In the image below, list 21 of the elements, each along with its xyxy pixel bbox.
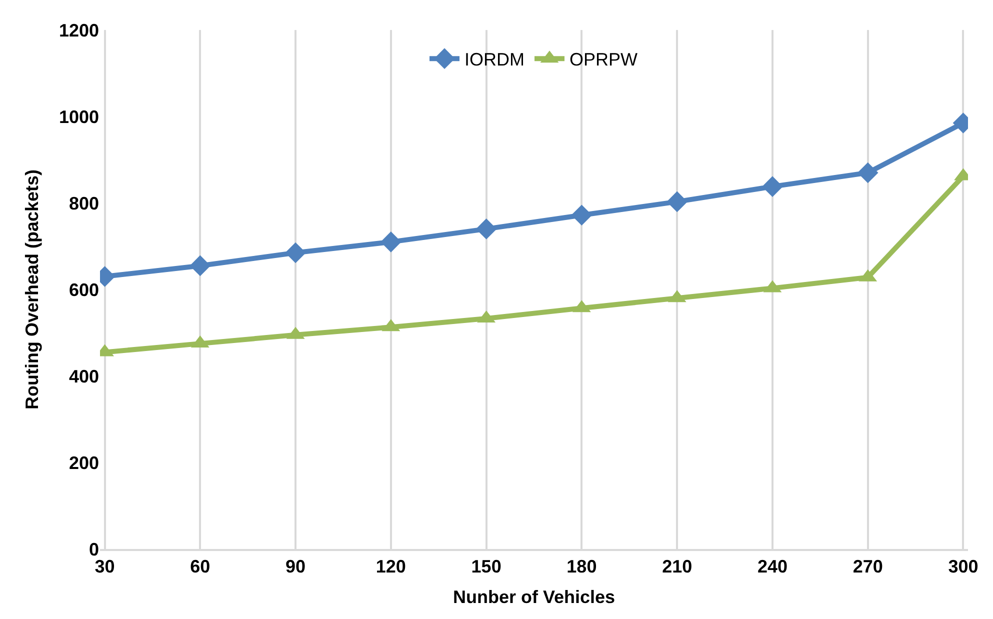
y-tick-label: 800 [68,193,99,214]
x-tick-label: 90 [286,556,306,577]
x-tick-label: 150 [471,556,502,577]
x-tick-label: 120 [376,556,406,577]
x-tick-label: 210 [662,556,692,577]
legend-label: IORDM [464,50,524,70]
y-axis-title: Routing Overhead (packets) [22,169,42,410]
x-tick-label: 30 [94,556,115,577]
x-axis-title: Nunber of Vehicles [452,587,616,608]
y-tick-label: 1000 [58,106,99,127]
x-tick-label: 180 [566,556,597,577]
x-tick-label: 240 [757,556,788,577]
y-tick-label: 1200 [58,20,99,40]
y-tick-label: 200 [68,452,99,473]
legend-label: OPRPW [570,50,638,70]
y-tick-label: 400 [68,366,99,386]
y-tick-label: 600 [68,280,99,300]
y-tick-label: 0 [88,539,99,560]
x-tick-label: 60 [190,556,210,577]
x-tick-label: 300 [948,556,978,577]
x-tick-label: 270 [852,556,883,577]
